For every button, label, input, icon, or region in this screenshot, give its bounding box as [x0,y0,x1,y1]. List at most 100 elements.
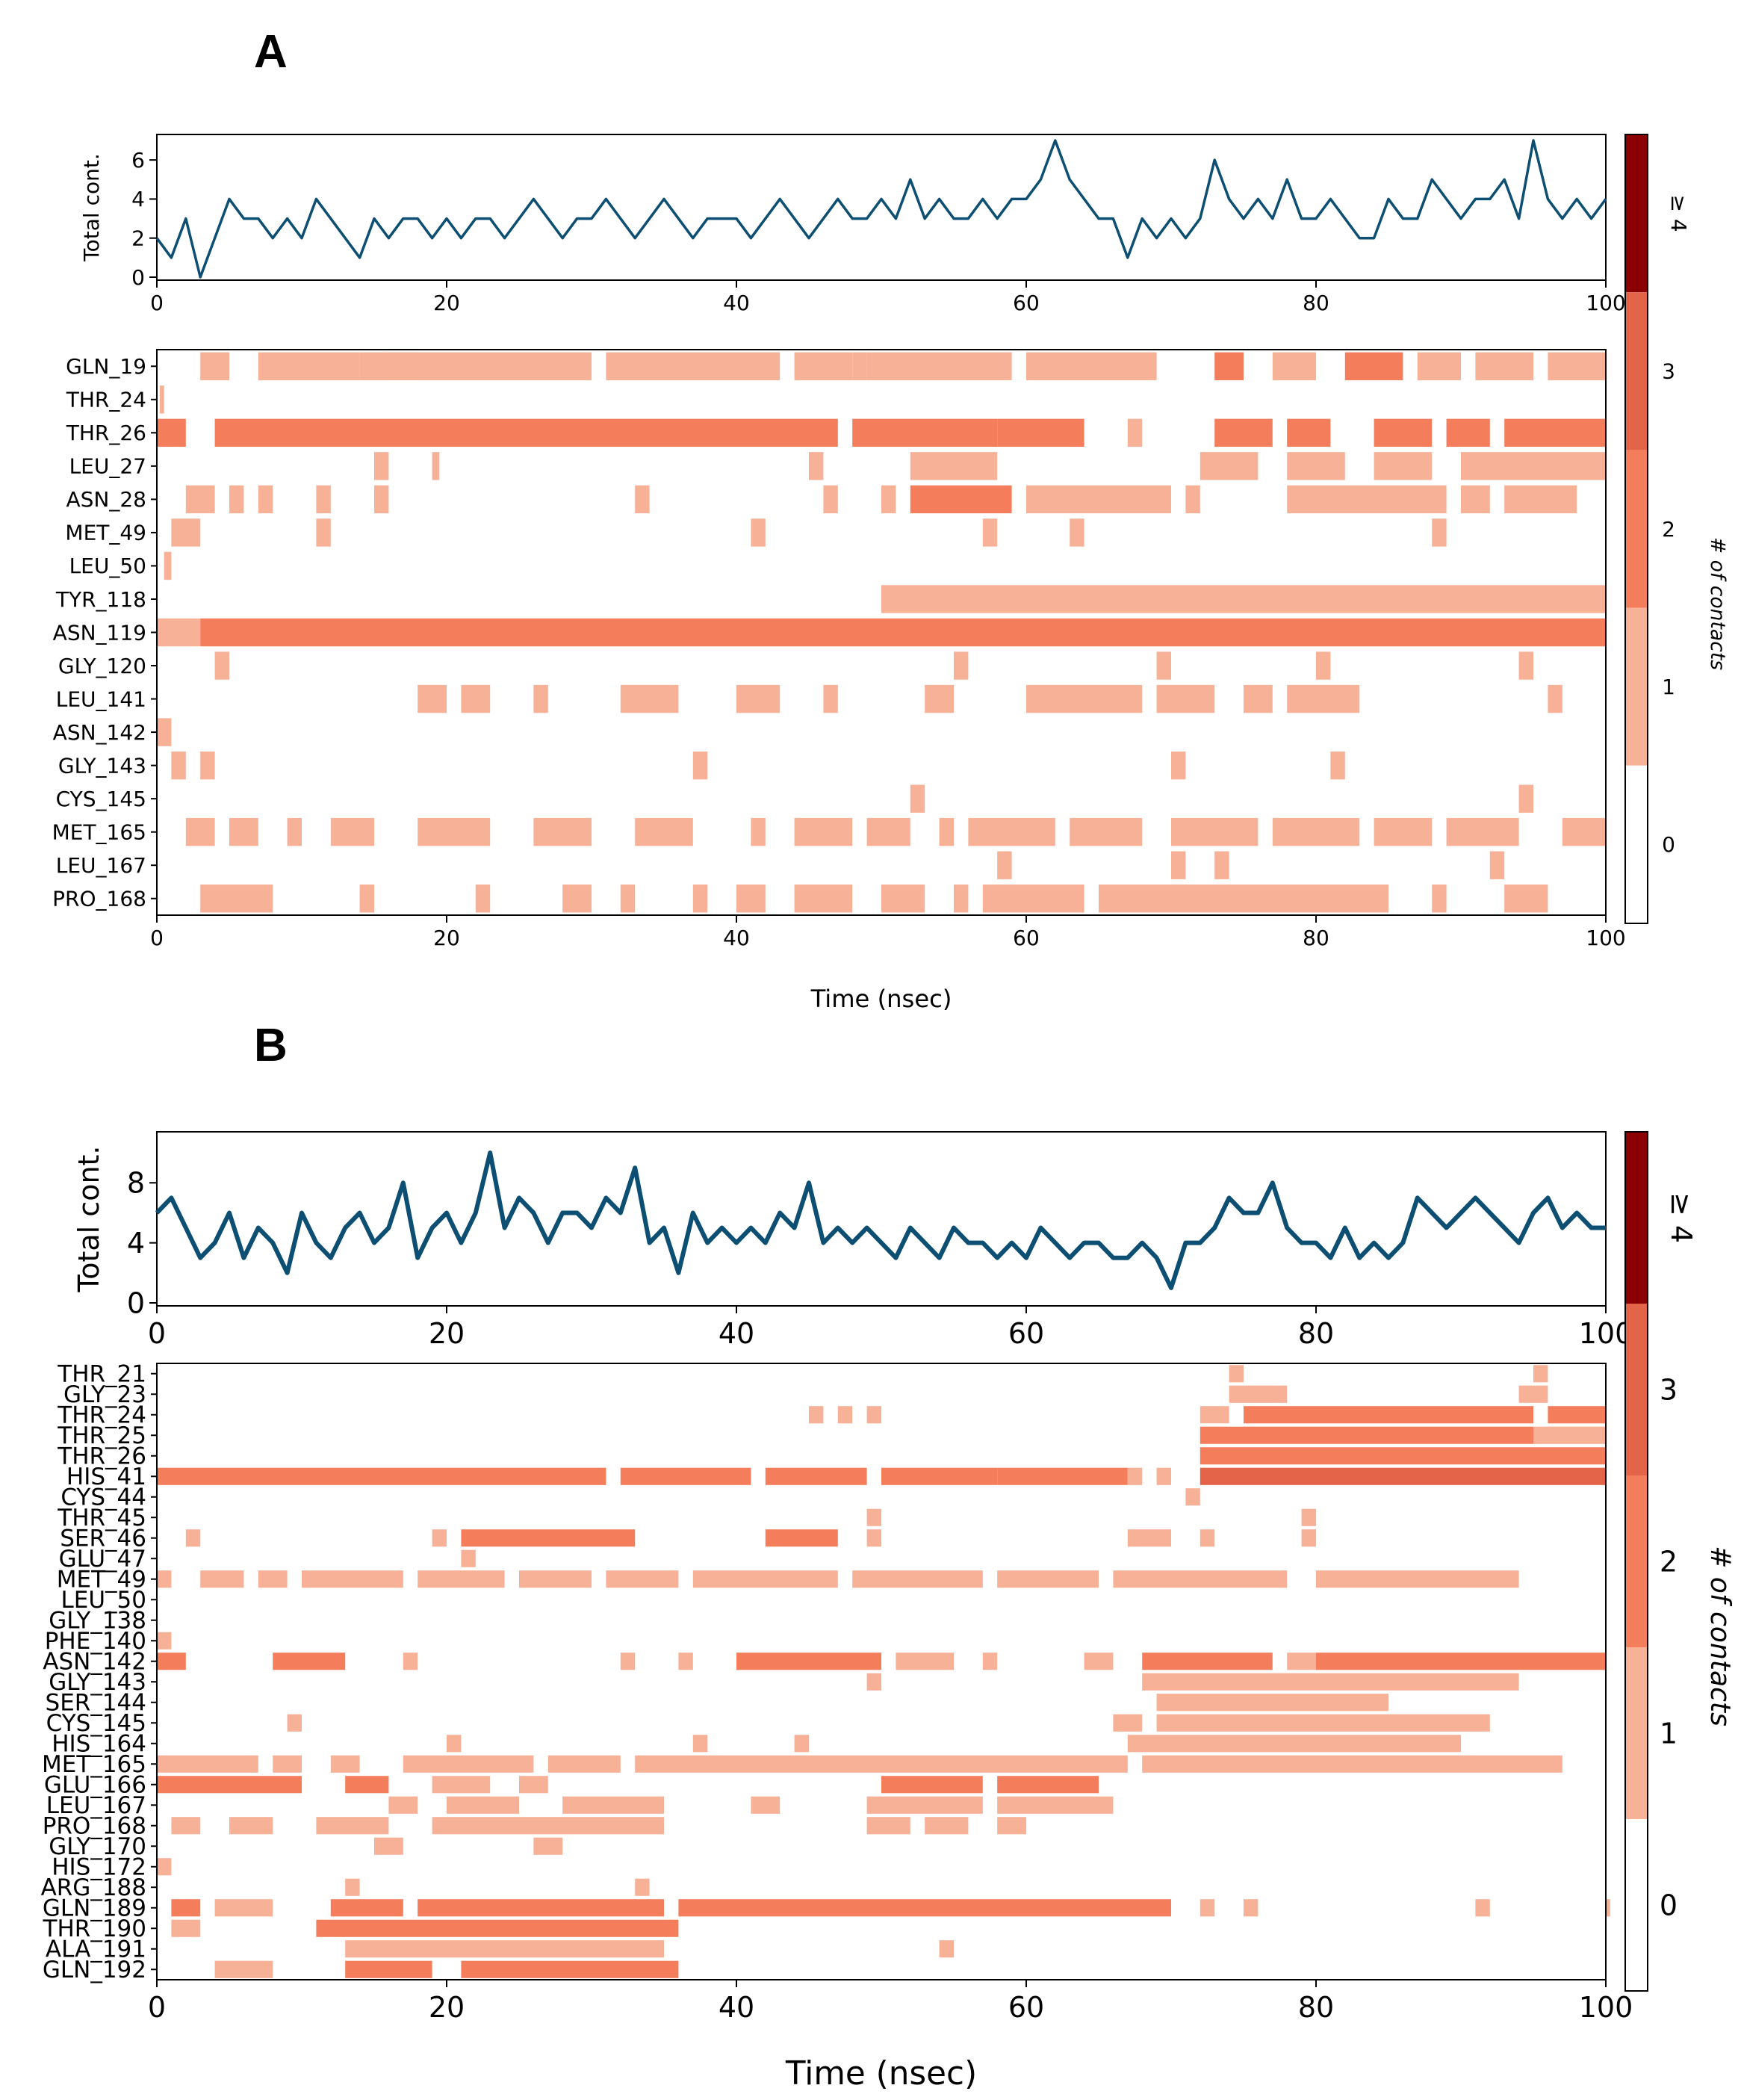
panel-b-heatmap-contact-bar [157,1755,258,1773]
panel-b-heatmap-contact-bar [1142,1673,1519,1691]
panel-b-heatmap-contact-bar [562,1796,664,1814]
panel-a-colorbar-frame [1624,134,1648,924]
panel-b-heatmap-contact-bar [374,1837,403,1855]
panel-a-heatmap-contact-bar [620,684,679,713]
panel-b-heatmap-residue-label: THR_24 [57,1402,146,1429]
panel-a-heatmap-contact-bar [939,817,954,846]
panel-b-heatmap-contact-bar [200,1570,244,1588]
panel-b-heatmap-contact-bar [765,1467,867,1485]
panel-b-colorbar-segment [1625,1304,1648,1475]
panel-b-heatmap-contact-bar [866,1796,983,1814]
panel-a-heatmap-contact-bar [1026,684,1143,713]
panel-a-heatmap-contact-bar [1099,485,1171,514]
panel-b-heatmap-contact-bar [1142,1653,1273,1670]
panel-b-heatmap-contact-bar [837,1406,853,1424]
panel-a-heatmap-residue-label: THR_26 [66,421,146,445]
panel-b-heatmap-residue-label: THR_45 [57,1505,146,1531]
panel-b-colorbar-segment [1625,1132,1648,1304]
panel-a-heatmap-contact-bar [1026,485,1099,514]
panel-b-heatmap-residue-label: HIS_41 [66,1464,146,1490]
panel-b-heatmap-residue-label: THR_26 [57,1443,146,1470]
panel-a-heatmap-contact-bar [159,385,164,414]
panel-a-heatmap-contact-bar [1287,485,1447,514]
panel-a-heatmap-contact-bar [823,684,838,713]
panel-b-heatmap-contact-bar [1200,1467,1606,1485]
panel-b-heatmap-contact-bar [1127,1467,1143,1485]
panel-b-heatmap-contact-bar [432,1529,447,1547]
panel-a-heatmap-contact-bar [214,418,838,447]
panel-a-heatmap-contact-bar [1026,352,1157,380]
panel-b-heatmap-xtick-label: 80 [1298,1991,1334,2024]
panel-a-heatmap-contact-bar [635,817,693,846]
panel-b-line-xtick-label: 80 [1298,1317,1334,1350]
panel-b-heatmap-contact-bar [1200,1406,1229,1424]
panel-b-heatmap-contact-bar [316,1919,679,1937]
panel-a-heatmap-contact-bar [1446,817,1519,846]
panel-b-heatmap-contact-bar [1084,1653,1114,1670]
panel-b-heatmap-residue-label: GLU_166 [44,1772,146,1799]
panel-b-heatmap-contact-bar [1548,1406,1606,1424]
panel-a-heatmap-contact-bar [374,485,389,514]
panel-a-heatmap-contact-bar [157,718,172,746]
panel-a-heatmap-contact-bar [736,684,780,713]
panel-b-heatmap-contact-bar [1156,1467,1171,1485]
panel-a-heatmap-contact-bar [171,751,186,780]
panel-a-heatmap-xtick-label: 60 [1013,926,1040,950]
panel-b-heatmap-contact-bar [330,1755,360,1773]
panel-a-heatmap-residue-label: ASN_119 [53,620,146,645]
panel-b-heatmap-contact-bar [1475,1899,1490,1917]
panel-b-heatmap-residue-label: THR_21 [57,1361,146,1388]
panel-a-heatmap-residue-label: MET_165 [52,820,146,844]
panel-b-heatmap-contact-bar [157,1570,172,1588]
panel-a-heatmap-contact-bar [287,817,302,846]
panel-a-heatmap-contact-bar [866,817,910,846]
panel-a-line-ytick-label: 0 [131,265,145,290]
panel-a-heatmap-contact-bar [925,684,954,713]
panel-a-heatmap-contact-bar [997,851,1012,879]
panel-b-heatmap-contact-bar [1113,1570,1288,1588]
panel-a-heatmap-contact-bar [229,485,244,514]
panel-b-heatmap-contact-bar [214,1960,273,1978]
panel-a-heatmap-contact-bar [157,418,186,447]
panel-a-heatmap-residue-label: GLN_19 [66,354,146,379]
panel-b-heatmap-contact-bar [345,1940,664,1958]
panel-b-heatmap-contact-bar [171,1899,201,1917]
panel-a-line-xtick-label: 100 [1586,291,1625,315]
panel-b-heatmap-residue-label: CYS_145 [46,1710,146,1737]
panel-b-heatmap-contact-bar [1113,1714,1143,1732]
panel-b-heatmap-contact-bar [692,1735,708,1753]
panel-b-heatmap-contact-bar [519,1776,548,1794]
panel-a-line-xtick-label: 40 [723,291,750,315]
panel-b-heatmap-residue-label: MET_165 [42,1751,146,1778]
panel-a-heatmap-contact-bar [736,885,766,913]
panel-a-heatmap-contact-bar [1127,418,1143,447]
panel-a-line-xtick-label: 0 [150,291,164,315]
panel-b-colorbar-segment [1625,1647,1648,1819]
panel-a-heatmap-contact-bar [982,885,1084,913]
panel-b-heatmap-residue-label: HIS_172 [52,1854,146,1881]
panel-b-heatmap-contact-bar [794,1735,809,1753]
panel-b-line-xtick-label: 40 [719,1317,754,1350]
panel-a-heatmap-contact-bar [692,751,708,780]
panel-a-heatmap-contact-bar [1171,817,1259,846]
panel-b-heatmap-residue-label: LEU_50 [61,1587,147,1614]
panel-b-heatmap-contact-bar [765,1529,838,1547]
panel-b-heatmap-contact-bar [881,1467,998,1485]
panel-b-heatmap-contact-bar [620,1467,751,1485]
panel-a-heatmap-contact-bar [866,352,1012,380]
panel-b-heatmap-contact-bar [1156,1714,1490,1732]
panel-a-heatmap-residue-label: LEU_27 [69,454,146,479]
panel-a-heatmap-contact-bar [1099,885,1388,913]
panel-a-heatmap-xlabel: Time (nsec) [810,985,952,1013]
panel-a-heatmap-contact-bar [1244,684,1273,713]
panel-b-heatmap-contact-bar [258,1570,288,1588]
panel-a-heatmap-contact-bar [794,885,853,913]
panel-a-heatmap-contact-bar [1504,418,1606,447]
panel-a-heatmap-contact-bar [164,551,172,580]
panel-a-line-xtick-label: 80 [1303,291,1329,315]
panel-b-heatmap-residue-label: MET_49 [57,1567,146,1593]
panel-a-heatmap-contact-bar [1070,518,1084,547]
panel-b-heatmap-contact-bar [939,1940,954,1958]
panel-a-heatmap-contact-bar [418,684,447,713]
panel-b-colorbar-label: # of contacts [1704,1546,1736,1726]
